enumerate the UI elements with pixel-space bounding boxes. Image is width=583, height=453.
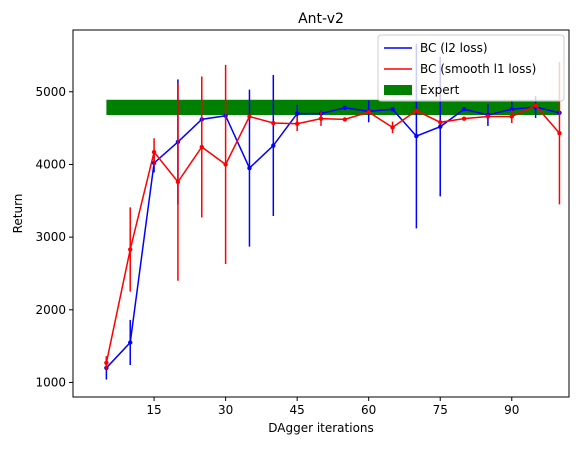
legend-label-expert: Expert — [420, 83, 460, 97]
data-point-bc-smooth-l1 — [486, 114, 490, 118]
data-point-bc-l2 — [438, 124, 442, 128]
x-axis-title: DAgger iterations — [268, 421, 374, 435]
legend-label-bc-smooth-l1: BC (smooth l1 loss) — [420, 62, 536, 76]
data-point-bc-smooth-l1 — [510, 114, 514, 118]
x-tick-label: 15 — [146, 403, 161, 417]
data-point-bc-l2 — [414, 134, 418, 138]
data-point-bc-smooth-l1 — [176, 180, 180, 184]
y-tick-label: 4000 — [35, 157, 66, 171]
data-point-bc-smooth-l1 — [200, 145, 204, 149]
x-tick-label: 45 — [290, 403, 305, 417]
data-point-bc-smooth-l1 — [247, 114, 251, 118]
data-point-bc-smooth-l1 — [438, 120, 442, 124]
data-point-bc-smooth-l1 — [390, 125, 394, 129]
data-point-bc-l2 — [462, 107, 466, 111]
data-point-bc-smooth-l1 — [223, 162, 227, 166]
data-point-bc-smooth-l1 — [462, 116, 466, 120]
x-tick-label: 90 — [504, 403, 519, 417]
x-tick-label: 75 — [433, 403, 448, 417]
y-tick-label: 1000 — [35, 375, 66, 389]
expert-band — [106, 100, 559, 115]
y-tick-label: 5000 — [35, 85, 66, 99]
data-point-bc-l2 — [271, 143, 275, 147]
data-point-bc-l2 — [247, 166, 251, 170]
y-axis-title: Return — [11, 194, 25, 234]
y-tick-label: 2000 — [35, 303, 66, 317]
x-tick-label: 30 — [218, 403, 233, 417]
data-point-bc-smooth-l1 — [152, 150, 156, 154]
chart-title: Ant-v2 — [298, 11, 344, 27]
data-point-bc-smooth-l1 — [128, 247, 132, 251]
legend-label-bc-l2: BC (l2 loss) — [420, 41, 488, 55]
data-point-bc-smooth-l1 — [343, 117, 347, 121]
data-point-bc-smooth-l1 — [319, 116, 323, 120]
data-point-bc-smooth-l1 — [533, 103, 537, 107]
data-point-bc-l2 — [343, 106, 347, 110]
data-point-bc-smooth-l1 — [104, 361, 108, 365]
data-point-bc-smooth-l1 — [271, 121, 275, 125]
x-tick-label: 60 — [361, 403, 376, 417]
y-tick-label: 3000 — [35, 230, 66, 244]
data-point-bc-l2 — [390, 107, 394, 111]
legend: BC (l2 loss) BC (smooth l1 loss) Expert — [378, 35, 564, 101]
data-point-bc-smooth-l1 — [366, 110, 370, 114]
data-point-bc-smooth-l1 — [557, 131, 561, 135]
data-point-bc-smooth-l1 — [295, 122, 299, 126]
data-point-bc-l2 — [128, 340, 132, 344]
data-point-bc-smooth-l1 — [414, 108, 418, 112]
legend-swatch-expert — [384, 85, 412, 95]
data-point-bc-l2 — [295, 111, 299, 115]
